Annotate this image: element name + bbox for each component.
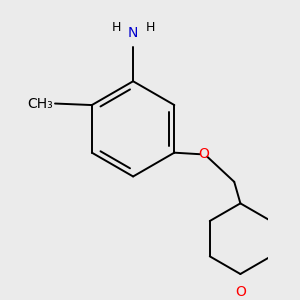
Text: H: H <box>112 21 121 34</box>
Text: O: O <box>235 285 246 299</box>
Text: CH₃: CH₃ <box>28 97 53 110</box>
Text: N: N <box>128 26 138 40</box>
Text: H: H <box>145 21 155 34</box>
Text: O: O <box>198 147 209 161</box>
